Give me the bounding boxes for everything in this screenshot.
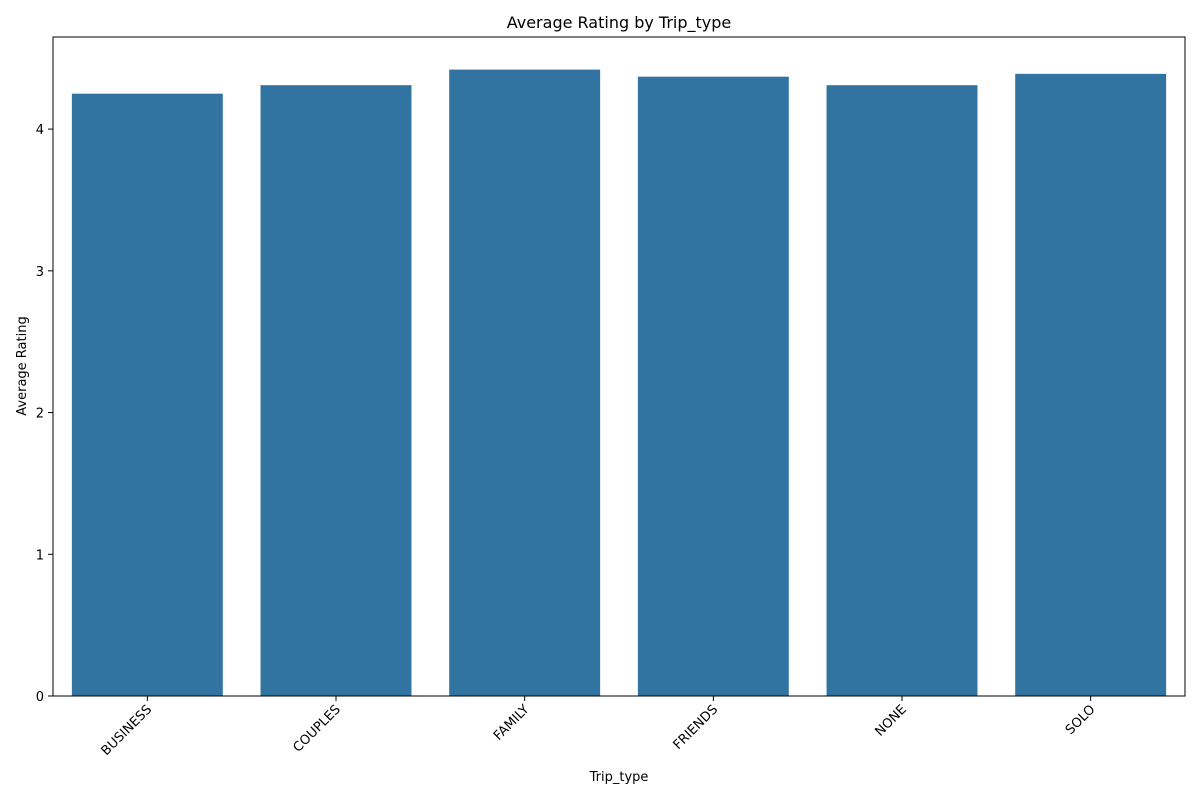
x-tick-label: FAMILY bbox=[491, 702, 533, 744]
bars-group bbox=[71, 69, 1167, 697]
bar-none bbox=[826, 85, 978, 697]
y-axis-label: Average Rating bbox=[15, 316, 30, 415]
chart-title: Average Rating by Trip_type bbox=[507, 13, 732, 33]
y-tick-label: 1 bbox=[36, 548, 44, 563]
x-axis-label: Trip_type bbox=[589, 770, 649, 785]
y-tick-label: 0 bbox=[36, 690, 44, 705]
y-tick-label: 2 bbox=[36, 407, 44, 422]
plot-border bbox=[52, 36, 1186, 697]
x-tick-label: NONE bbox=[872, 702, 909, 739]
bar-business bbox=[71, 93, 223, 696]
bar-solo bbox=[1015, 73, 1167, 697]
x-tick-label: BUSINESS bbox=[99, 702, 156, 759]
x-axis: BUSINESS COUPLES FAMILY FRIENDS NONE SOLO bbox=[99, 696, 1099, 759]
bar-family bbox=[449, 69, 601, 696]
bar-couples bbox=[260, 85, 412, 697]
bar-friends bbox=[637, 76, 789, 697]
x-tick-label: FRIENDS bbox=[671, 702, 722, 753]
y-axis: 0 1 2 3 4 bbox=[36, 123, 53, 705]
x-tick-label: COUPLES bbox=[291, 702, 344, 755]
plot-frame bbox=[52, 36, 1186, 697]
y-tick-label: 3 bbox=[36, 265, 44, 280]
x-tick-label: SOLO bbox=[1063, 702, 1099, 738]
y-tick-label: 4 bbox=[36, 123, 44, 138]
